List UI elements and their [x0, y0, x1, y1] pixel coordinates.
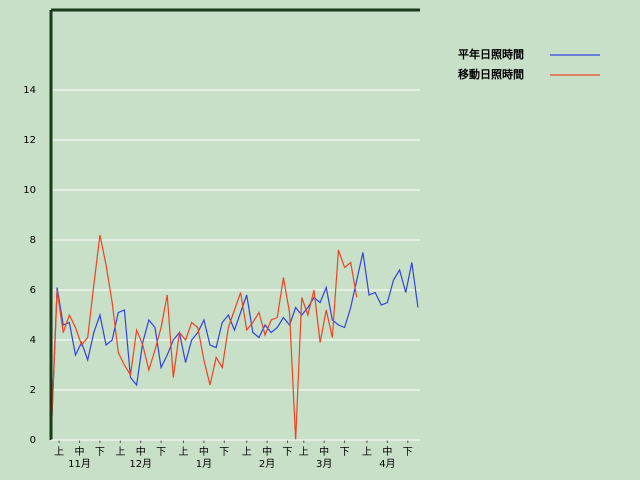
y-tick-label: 10: [23, 185, 36, 196]
series-line: [50, 252, 419, 441]
x-tick-label: 下: [403, 447, 413, 458]
x-tick-label: 中: [382, 445, 392, 458]
x-tick-label: 下: [282, 447, 292, 458]
x-tick-label: 中: [319, 445, 329, 458]
x-tick-label: 下: [340, 447, 350, 458]
x-tick-label: 上: [179, 446, 189, 458]
y-tick-label: 6: [30, 285, 36, 296]
x-tick-label: 上: [242, 446, 252, 458]
y-tick-label: 0: [30, 435, 36, 446]
x-tick-label: 下: [219, 447, 229, 458]
month-label: 4月: [379, 458, 395, 470]
month-label: 3月: [316, 458, 332, 470]
y-tick-label: 12: [23, 135, 36, 146]
x-tick-label: 上: [54, 446, 64, 458]
x-tick-label: 中: [75, 445, 85, 458]
legend-label: 移動日照時間: [458, 67, 524, 81]
month-label: 2月: [259, 458, 275, 470]
month-label: 11月: [68, 458, 91, 470]
month-label: 12月: [129, 458, 152, 470]
x-tick-label: 上: [362, 446, 372, 458]
month-label: 1月: [196, 458, 212, 470]
x-tick-label: 上: [115, 446, 125, 458]
legend-label: 平年日照時間: [458, 47, 524, 61]
x-tick-label: 上: [299, 446, 309, 458]
y-tick-label: 14: [23, 85, 36, 96]
x-tick-label: 中: [199, 445, 209, 458]
y-tick-label: 2: [30, 385, 36, 396]
y-tick-label: 4: [30, 335, 36, 346]
x-tick-label: 下: [95, 447, 105, 458]
x-tick-label: 下: [156, 447, 166, 458]
x-tick-label: 中: [136, 445, 146, 458]
series-line: [50, 234, 358, 441]
y-tick-label: 8: [30, 235, 36, 246]
x-tick-label: 中: [262, 445, 272, 458]
